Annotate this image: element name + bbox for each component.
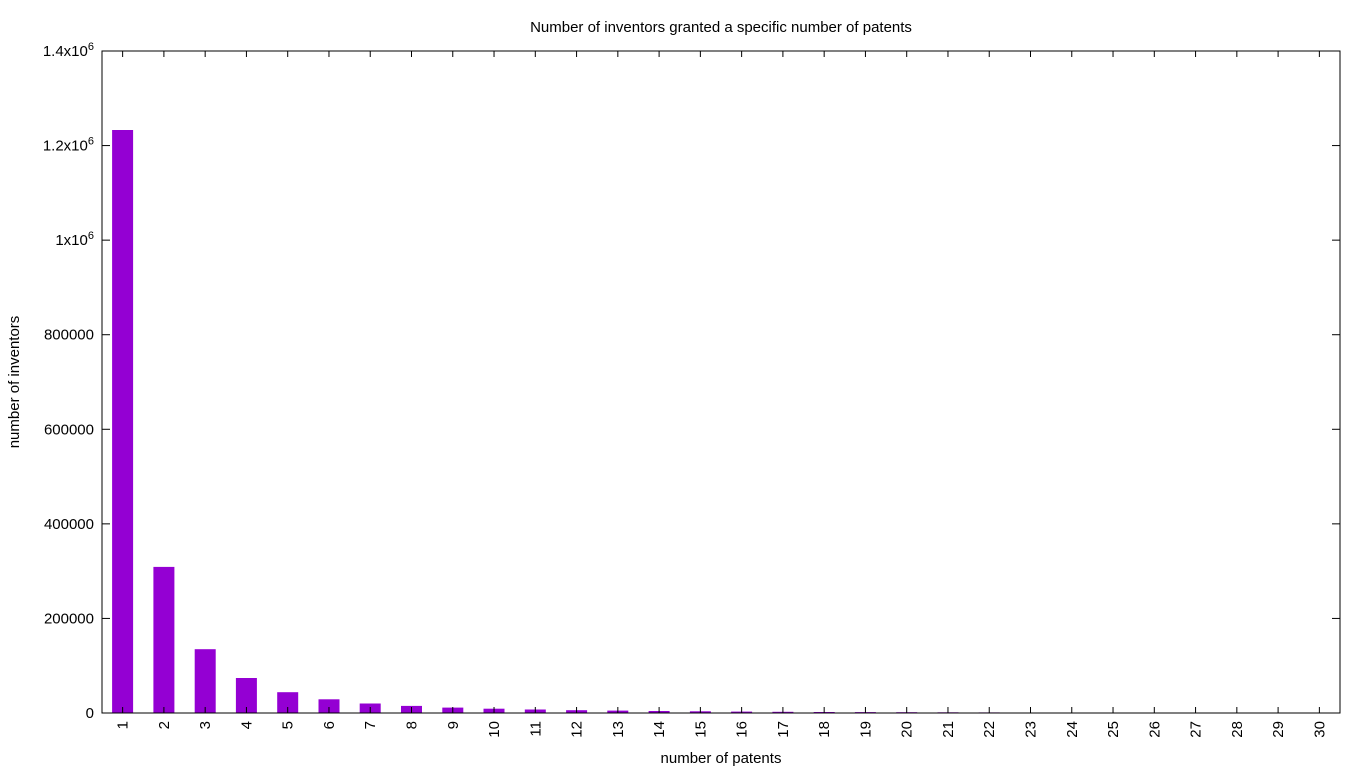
plot-border (102, 51, 1340, 713)
x-tick-label: 1 (115, 721, 132, 729)
x-tick-label: 25 (1105, 721, 1122, 738)
x-tick-label: 26 (1146, 721, 1163, 738)
x-tick-label: 16 (734, 721, 751, 738)
x-tick-label: 23 (1023, 721, 1040, 738)
y-tick-label: 1.4x106 (43, 41, 94, 60)
x-tick-label: 13 (610, 721, 627, 738)
x-tick-label: 8 (404, 721, 421, 729)
x-tick-label: 2 (156, 721, 173, 729)
x-tick-label: 22 (981, 721, 998, 738)
x-tick-label: 9 (445, 721, 462, 729)
bar-3 (195, 649, 216, 713)
bar-2 (153, 567, 174, 713)
x-tick-label: 3 (197, 721, 214, 729)
x-tick-label: 28 (1229, 721, 1246, 738)
y-axis-label: number of inventors (6, 316, 23, 449)
y-tick-label: 1x106 (55, 230, 94, 249)
y-tick-label: 400000 (44, 516, 94, 533)
x-tick-label: 30 (1311, 721, 1328, 738)
x-tick-label: 12 (569, 721, 586, 738)
x-tick-label: 10 (486, 721, 503, 738)
x-tick-label: 7 (362, 721, 379, 729)
x-tick-label: 17 (775, 721, 792, 738)
x-tick-label: 4 (238, 721, 255, 729)
x-tick-label: 20 (899, 721, 916, 738)
bars-layer (112, 130, 1247, 713)
y-tick-label: 200000 (44, 610, 94, 627)
x-tick-label: 21 (940, 721, 957, 738)
y-tick-label: 800000 (44, 327, 94, 344)
x-tick-label: 6 (321, 721, 338, 729)
y-tick-label: 600000 (44, 421, 94, 438)
bar-1 (112, 130, 133, 713)
ticks-layer: 1234567891011121314151617181920212223242… (43, 41, 1340, 738)
x-tick-label: 15 (692, 721, 709, 738)
y-tick-label: 0 (86, 705, 94, 722)
x-tick-label: 29 (1270, 721, 1287, 738)
x-tick-label: 5 (280, 721, 297, 729)
x-axis-label: number of patents (661, 750, 782, 767)
x-tick-label: 24 (1064, 721, 1081, 738)
x-tick-label: 27 (1188, 721, 1205, 738)
x-tick-label: 18 (816, 721, 833, 738)
x-tick-label: 14 (651, 721, 668, 738)
x-tick-label: 11 (527, 721, 544, 737)
chart-title: Number of inventors granted a specific n… (530, 19, 912, 36)
y-tick-label: 1.2x106 (43, 136, 94, 155)
x-tick-label: 19 (857, 721, 874, 738)
